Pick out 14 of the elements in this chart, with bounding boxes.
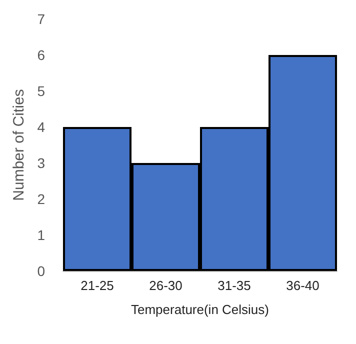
y-tick-label: 2 bbox=[37, 191, 46, 207]
y-tick-label: 1 bbox=[37, 227, 46, 243]
y-tick-label: 7 bbox=[37, 11, 46, 27]
x-tick-label: 21-25 bbox=[80, 278, 114, 293]
y-tick-label: 0 bbox=[37, 263, 46, 279]
x-tick-label: 31-35 bbox=[218, 278, 251, 293]
y-tick-label: 4 bbox=[37, 119, 46, 135]
x-tick-label: 36-40 bbox=[286, 278, 320, 293]
y-tick-label: 3 bbox=[37, 155, 46, 171]
x-axis-title: Temperature(in Celsius) bbox=[131, 302, 269, 317]
x-tick-label: 26-30 bbox=[149, 278, 182, 293]
y-tick-label: 5 bbox=[37, 83, 46, 99]
y-axis-title: Number of Cities bbox=[10, 89, 28, 201]
y-tick-label: 6 bbox=[37, 47, 46, 63]
